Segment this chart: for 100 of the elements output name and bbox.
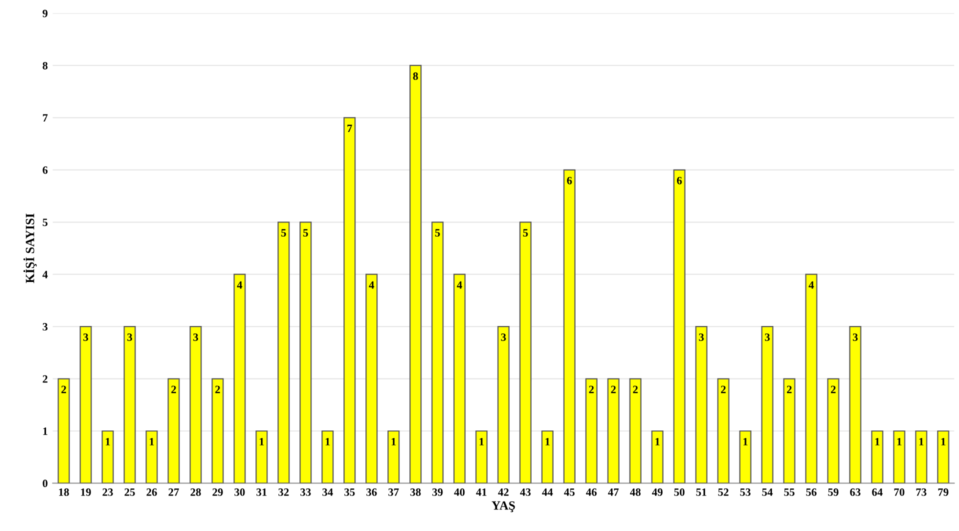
x-tick-label: 59 <box>828 488 838 496</box>
bar <box>234 274 246 484</box>
data-label: 2 <box>830 386 836 394</box>
bar <box>607 378 620 484</box>
x-tick-label: 70 <box>894 488 904 496</box>
data-label: 1 <box>392 438 396 446</box>
bar <box>915 430 928 484</box>
data-label: 4 <box>237 281 242 289</box>
x-tick-label: 44 <box>542 488 553 496</box>
x-tick-label: 79 <box>938 488 948 496</box>
x-tick-label: 55 <box>784 488 794 496</box>
x-tick-label: 41 <box>476 488 486 496</box>
bar <box>146 430 158 484</box>
data-label: 3 <box>501 334 506 341</box>
y-tick-label: 4 <box>42 270 48 278</box>
bar <box>102 430 114 484</box>
bar <box>431 222 444 484</box>
data-label: 6 <box>676 176 682 184</box>
bar <box>849 326 862 484</box>
x-tick-label: 48 <box>630 488 641 496</box>
bar <box>366 274 378 484</box>
x-tick-label: 30 <box>234 488 245 496</box>
data-label: 3 <box>698 334 704 341</box>
x-tick-label: 19 <box>81 488 91 496</box>
x-tick-label: 37 <box>388 488 399 496</box>
data-label: 1 <box>326 438 330 446</box>
data-label: 5 <box>281 229 286 237</box>
bar <box>58 378 70 484</box>
x-tick-label: 26 <box>146 488 157 496</box>
bar <box>453 274 466 484</box>
x-tick-label: 52 <box>718 488 728 496</box>
data-label: 4 <box>368 281 374 289</box>
data-label: 5 <box>523 229 528 237</box>
bar <box>871 430 884 484</box>
data-label: 4 <box>456 281 462 289</box>
x-tick-label: 73 <box>916 488 926 496</box>
x-tick-label: 54 <box>762 488 773 496</box>
data-label: 2 <box>633 386 638 394</box>
x-tick-label: 46 <box>586 488 597 496</box>
x-tick-label: 29 <box>212 488 223 496</box>
bar <box>651 430 664 484</box>
x-tick-label: 43 <box>520 488 531 496</box>
y-tick-label: 9 <box>42 10 48 18</box>
data-label: 1 <box>480 438 484 446</box>
bar <box>387 430 400 484</box>
data-label: 1 <box>150 438 154 446</box>
x-tick-label: 56 <box>806 488 817 496</box>
data-label: 1 <box>106 438 110 446</box>
x-tick-label: 42 <box>498 488 509 496</box>
y-tick-label: 1 <box>43 428 48 435</box>
bar <box>212 378 224 484</box>
bar <box>190 326 202 484</box>
data-label: 2 <box>215 386 220 394</box>
bar <box>278 222 290 484</box>
data-label: 2 <box>721 386 726 394</box>
data-label: 3 <box>193 334 198 341</box>
data-label: 1 <box>897 438 902 446</box>
x-tick-label: 39 <box>432 488 443 496</box>
data-label: 5 <box>303 229 308 237</box>
x-tick-label: 45 <box>564 488 575 496</box>
x-tick-label: 18 <box>59 488 69 496</box>
bar <box>497 326 510 484</box>
data-label: 1 <box>546 438 550 446</box>
y-tick-label: 3 <box>42 323 48 331</box>
data-label: 2 <box>786 386 792 394</box>
y-tick-label: 0 <box>42 480 48 488</box>
data-label: 2 <box>611 386 616 394</box>
bar <box>563 169 576 484</box>
data-label: 3 <box>83 334 88 341</box>
x-tick-label: 49 <box>652 488 663 496</box>
bar <box>475 430 488 484</box>
x-tick-label: 35 <box>344 488 355 496</box>
data-label: 4 <box>808 281 814 289</box>
bar <box>585 378 598 484</box>
x-tick-label: 51 <box>696 488 706 496</box>
data-label: 1 <box>941 438 946 446</box>
y-tick-label: 7 <box>42 114 48 122</box>
x-tick-label: 40 <box>454 488 465 496</box>
data-label: 1 <box>875 438 880 446</box>
bar <box>695 326 708 484</box>
bar <box>80 326 92 484</box>
bar <box>827 378 840 484</box>
data-label: 1 <box>260 438 264 446</box>
data-label: 1 <box>919 438 924 446</box>
x-tick-label: 27 <box>168 488 179 496</box>
data-label: 7 <box>347 124 352 132</box>
bar <box>673 169 686 484</box>
data-label: 2 <box>589 386 594 394</box>
bar <box>541 430 554 484</box>
bar <box>739 430 752 484</box>
bar <box>322 430 334 484</box>
x-tick-label: 38 <box>410 488 421 496</box>
x-tick-label: 25 <box>124 488 135 496</box>
y-axis-title: KİŞİ SAYISI <box>23 214 37 284</box>
bar <box>893 430 906 484</box>
x-tick-label: 64 <box>872 488 883 496</box>
bar <box>519 222 532 484</box>
x-tick-label: 63 <box>850 488 860 496</box>
bar <box>124 326 136 484</box>
bar <box>717 378 730 484</box>
